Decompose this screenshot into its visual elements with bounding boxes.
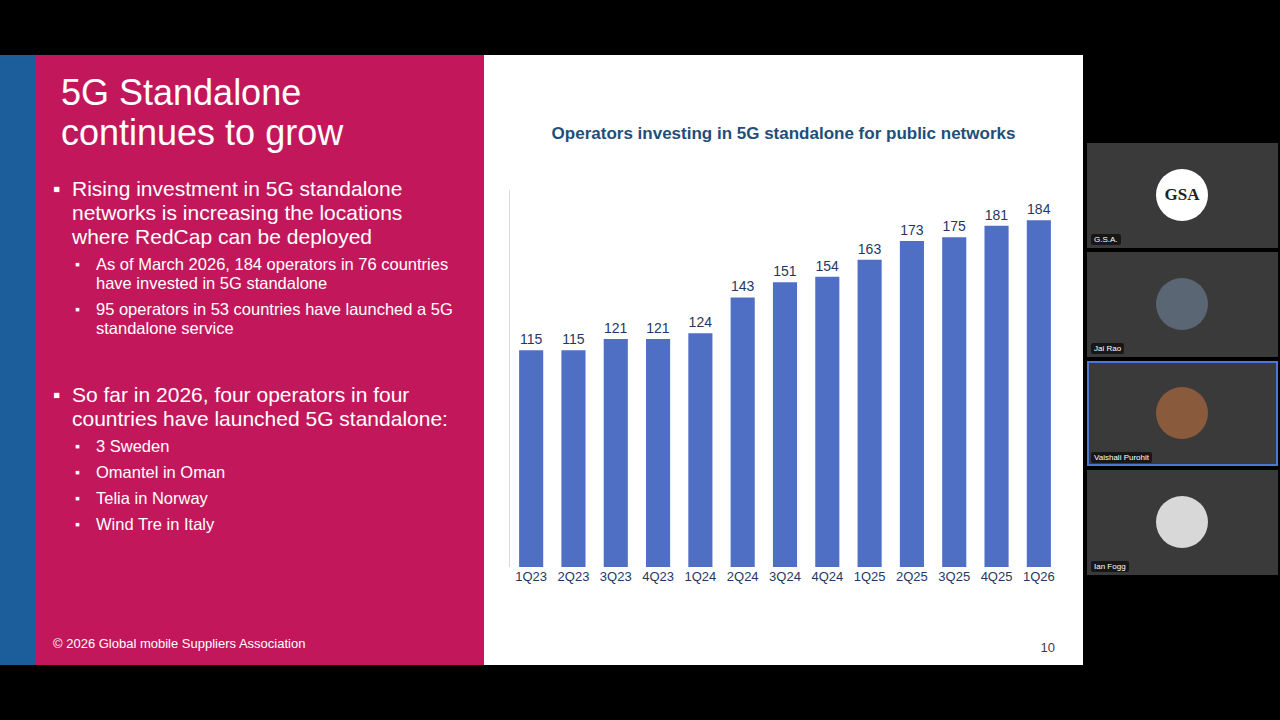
html-text:Vaishali Purohit: Vaishali Purohit bbox=[1094, 453, 1149, 462]
html-text:G.S.A.: G.S.A. bbox=[1094, 235, 1118, 244]
svg-text:151: 151 bbox=[773, 263, 797, 279]
html-text:95 operators in 53 countries h: 95 operators in 53 countries have launch… bbox=[96, 300, 453, 337]
html-text:As of March 2026, 184 operator: As of March 2026, 184 operators in 76 co… bbox=[96, 255, 449, 292]
svg-text:3Q25: 3Q25 bbox=[938, 569, 970, 584]
html-text:Jai Rao: Jai Rao bbox=[1094, 344, 1122, 353]
svg-text:3Q24: 3Q24 bbox=[769, 569, 801, 584]
html-text:Omantel in Oman: Omantel in Oman bbox=[96, 463, 226, 481]
html-text:© 2026 Global mobile Suppliers: © 2026 Global mobile Suppliers Associati… bbox=[53, 636, 306, 651]
svg-text:1Q26: 1Q26 bbox=[1023, 569, 1055, 584]
svg-text:3Q23: 3Q23 bbox=[600, 569, 632, 584]
html-text:5G Standalone continues to gro: 5G Standalone continues to grow bbox=[61, 72, 344, 153]
svg-text:173: 173 bbox=[900, 222, 924, 238]
svg-text:115: 115 bbox=[520, 331, 543, 347]
svg-text:1Q24: 1Q24 bbox=[684, 569, 716, 584]
html-text:10: 10 bbox=[1040, 640, 1055, 655]
svg-text:181: 181 bbox=[985, 207, 1009, 223]
svg-text:121: 121 bbox=[604, 320, 628, 336]
svg-text:2Q24: 2Q24 bbox=[727, 569, 759, 584]
svg-text:4Q24: 4Q24 bbox=[811, 569, 843, 584]
html-text:GSA: GSA bbox=[1164, 185, 1200, 204]
html-text:So far in 2026, four operators: So far in 2026, four operators in four c… bbox=[72, 383, 448, 430]
svg-text:124: 124 bbox=[689, 314, 713, 330]
svg-text:163: 163 bbox=[858, 241, 882, 257]
html-text:Ian Fogg: Ian Fogg bbox=[1094, 562, 1126, 571]
svg-text:1Q25: 1Q25 bbox=[854, 569, 886, 584]
svg-text:143: 143 bbox=[731, 278, 755, 294]
html-text:Rising investment in 5G standa: Rising investment in 5G standalone netwo… bbox=[72, 177, 403, 248]
svg-text:4Q23: 4Q23 bbox=[642, 569, 674, 584]
svg-text:121: 121 bbox=[646, 320, 670, 336]
html-text:3 Sweden: 3 Sweden bbox=[96, 437, 170, 455]
html-text:Telia in Norway: Telia in Norway bbox=[96, 489, 208, 507]
svg-text:154: 154 bbox=[816, 258, 840, 274]
svg-text:115: 115 bbox=[562, 331, 585, 347]
html-text:Wind Tre in Italy: Wind Tre in Italy bbox=[96, 515, 215, 533]
svg-text:175: 175 bbox=[942, 218, 966, 234]
svg-text:Operators investing in 5G stan: Operators investing in 5G standalone for… bbox=[552, 124, 1016, 143]
svg-text:4Q25: 4Q25 bbox=[981, 569, 1013, 584]
svg-text:184: 184 bbox=[1027, 201, 1051, 217]
svg-text:2Q25: 2Q25 bbox=[896, 569, 928, 584]
svg-text:2Q23: 2Q23 bbox=[558, 569, 590, 584]
svg-text:1Q23: 1Q23 bbox=[515, 569, 547, 584]
